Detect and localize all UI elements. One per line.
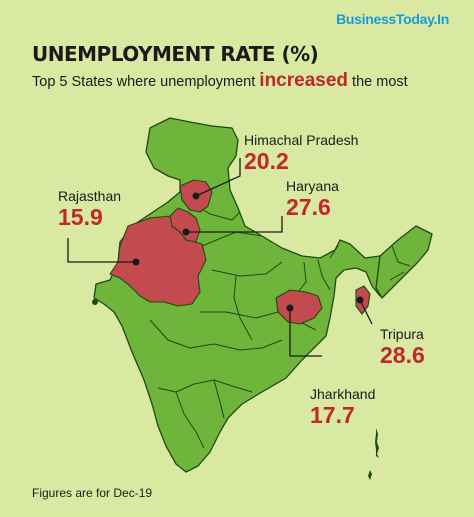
- state-value: 15.9: [58, 204, 103, 230]
- footnote: Figures are for Dec-19: [32, 486, 153, 500]
- state-name: Haryana: [286, 178, 339, 194]
- label-haryana: Haryana 27.6: [286, 178, 339, 219]
- brand-logo: BusinessToday.In: [336, 11, 449, 27]
- northeast-landmass: [375, 225, 433, 299]
- state-name: Tripura: [380, 326, 424, 342]
- subtitle-after: the most: [348, 74, 408, 90]
- page-title: UNEMPLOYMENT RATE (%): [32, 42, 319, 66]
- label-rajasthan: Rajasthan 15.9: [58, 188, 121, 229]
- state-name: Himachal Pradesh: [244, 132, 359, 148]
- state-borders: [119, 191, 411, 449]
- state-name: Rajasthan: [58, 188, 122, 204]
- state-haryana: [169, 207, 201, 243]
- state-value: 27.6: [286, 194, 331, 220]
- state-value: 28.6: [380, 342, 425, 368]
- subtitle: Top 5 States where unemployment increase…: [32, 70, 408, 92]
- leader-dots: [132, 192, 364, 312]
- subtitle-highlight: increased: [259, 70, 349, 91]
- islands: [92, 299, 379, 480]
- state-value: 17.7: [310, 402, 355, 428]
- label-jharkhand: Jharkhand 17.7: [310, 386, 375, 427]
- label-himachal-pradesh: Himachal Pradesh 20.2: [244, 132, 358, 173]
- india-landmass: [93, 117, 427, 473]
- label-tripura: Tripura 28.6: [380, 326, 425, 367]
- state-jharkhand: [275, 289, 323, 325]
- state-value: 20.2: [244, 148, 289, 174]
- leader-lines: [67, 158, 373, 357]
- subtitle-before: Top 5 States where unemployment: [32, 74, 260, 90]
- state-name: Jharkhand: [310, 386, 376, 402]
